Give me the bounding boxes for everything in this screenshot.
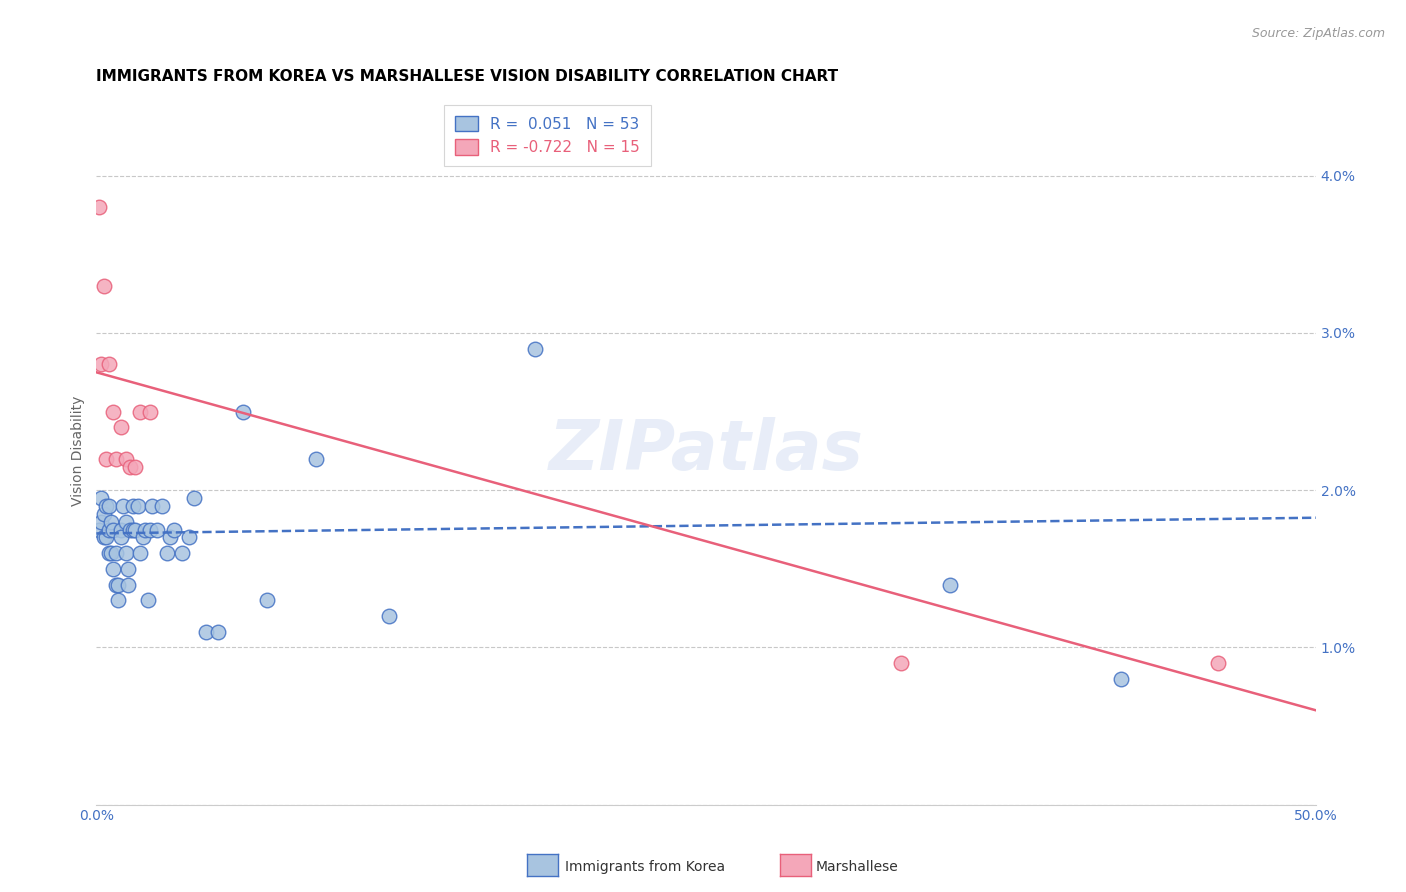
Point [100, 515, 122, 529]
Point [87, 200, 110, 214]
Point [93, 530, 115, 544]
Point [94, 451, 117, 466]
Point [104, 577, 127, 591]
Point [139, 523, 162, 537]
Point [524, 342, 547, 356]
Point [1208, 656, 1230, 670]
Point [131, 530, 153, 544]
Point [117, 562, 139, 576]
Point [141, 499, 163, 513]
Point [127, 499, 149, 513]
Point [305, 451, 328, 466]
Point [120, 523, 142, 537]
Legend: R =  0.051   N = 53, R = -0.722   N = 15: R = 0.051 N = 53, R = -0.722 N = 15 [444, 105, 651, 166]
Point [195, 624, 218, 639]
Point [124, 523, 146, 537]
Point [159, 530, 181, 544]
Point [150, 499, 173, 513]
Text: ZIPatlas: ZIPatlas [548, 417, 863, 484]
Point [103, 562, 125, 576]
Point [107, 593, 129, 607]
Point [890, 656, 912, 670]
Point [107, 577, 129, 591]
Text: Marshallese: Marshallese [815, 860, 898, 874]
Point [156, 546, 179, 560]
Point [90, 515, 112, 529]
Point [103, 523, 125, 537]
Point [90, 358, 112, 372]
Point [93, 507, 115, 521]
Point [114, 546, 136, 560]
Point [104, 546, 127, 560]
Point [87, 523, 110, 537]
Point [97, 546, 120, 560]
Text: Immigrants from Korea: Immigrants from Korea [565, 860, 725, 874]
Point [114, 451, 136, 466]
Point [124, 459, 146, 474]
Point [97, 523, 120, 537]
Point [97, 499, 120, 513]
Point [232, 404, 254, 418]
Point [183, 491, 205, 505]
Point [110, 530, 132, 544]
Point [256, 593, 278, 607]
Y-axis label: Vision Disability: Vision Disability [72, 396, 86, 506]
Point [134, 523, 156, 537]
Point [129, 546, 152, 560]
Point [94, 499, 117, 513]
Point [93, 278, 115, 293]
Point [146, 523, 169, 537]
Point [139, 404, 162, 418]
Point [110, 420, 132, 434]
Point [94, 530, 117, 544]
Point [112, 499, 135, 513]
Point [117, 577, 139, 591]
Point [1109, 672, 1132, 686]
Point [177, 530, 200, 544]
Point [163, 523, 186, 537]
Text: IMMIGRANTS FROM KOREA VS MARSHALLESE VISION DISABILITY CORRELATION CHART: IMMIGRANTS FROM KOREA VS MARSHALLESE VIS… [97, 69, 838, 84]
Point [100, 546, 122, 560]
Point [939, 577, 962, 591]
Point [120, 459, 142, 474]
Point [122, 523, 145, 537]
Point [378, 609, 401, 624]
Point [129, 404, 152, 418]
Text: Source: ZipAtlas.com: Source: ZipAtlas.com [1251, 27, 1385, 40]
Point [207, 624, 229, 639]
Point [170, 546, 193, 560]
Point [114, 515, 136, 529]
Point [103, 404, 125, 418]
Point [122, 499, 145, 513]
Point [110, 523, 132, 537]
Point [90, 491, 112, 505]
Point [104, 451, 127, 466]
Point [136, 593, 159, 607]
Point [97, 358, 120, 372]
